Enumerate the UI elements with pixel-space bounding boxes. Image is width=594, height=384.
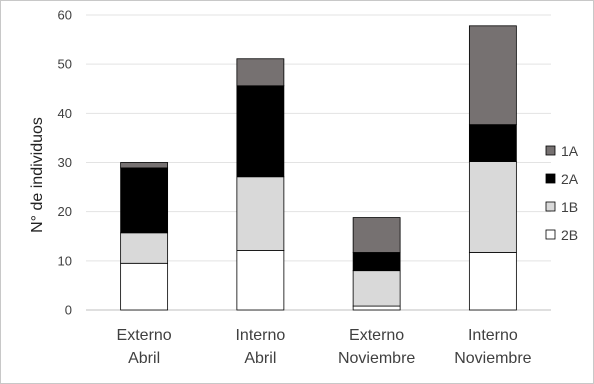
bars: [120, 25, 517, 311]
legend-label: 1A: [561, 143, 579, 159]
bar-segment-1a: [352, 217, 401, 253]
x-category-label: Abril: [128, 350, 160, 367]
bar-segment-1b: [120, 232, 169, 264]
x-category-label: Externo: [117, 327, 172, 344]
bar-segment-2b: [236, 250, 285, 311]
bar-segment-1a: [120, 162, 169, 169]
bar-segment-2a: [120, 167, 169, 234]
legend-swatch-1b: [545, 201, 556, 212]
legend-swatch-1a: [545, 145, 556, 156]
bar-segment-1b: [468, 161, 517, 253]
bar-segment-1a: [236, 58, 285, 87]
legend: 1A 2A 1B 2B: [545, 143, 579, 243]
bar-segment-1b: [352, 270, 401, 307]
bar-segment-1a: [468, 25, 517, 126]
x-category-label: Noviembre: [338, 350, 415, 367]
legend-label: 2B: [561, 227, 578, 243]
x-category-labels: Externo Abril Interno Abril Externo Noviembre…: [117, 327, 532, 367]
legend-label: 2A: [561, 171, 579, 187]
y-axis-label: N° de individuos: [29, 117, 46, 233]
y-tick-label: 0: [65, 303, 72, 318]
y-tick-label: 20: [58, 204, 72, 219]
y-tick-labels: 0 10 20 30 40 50 60: [58, 8, 72, 318]
y-tick-label: 10: [58, 253, 72, 268]
y-tick-label: 40: [58, 106, 72, 121]
bar-segment-2b: [120, 262, 169, 311]
x-category-label: Externo: [349, 327, 404, 344]
x-category-label: Interno: [235, 327, 285, 344]
legend-label: 1B: [561, 199, 578, 215]
x-category-label: Interno: [468, 327, 518, 344]
legend-swatch-2a: [545, 173, 556, 184]
bar-segment-2b: [352, 305, 401, 311]
x-category-label: Noviembre: [454, 350, 531, 367]
legend-swatch-2b: [545, 229, 556, 240]
x-category-label: Abril: [244, 350, 276, 367]
y-tick-label: 30: [58, 155, 72, 170]
bar-segment-1b: [236, 176, 285, 251]
bar-segment-2b: [468, 252, 517, 311]
bar-segment-2a: [468, 124, 517, 162]
bar-segment-2a: [352, 252, 401, 272]
bar-segment-2a: [236, 85, 285, 178]
y-tick-label: 60: [58, 8, 72, 23]
y-tick-label: 50: [58, 57, 72, 72]
